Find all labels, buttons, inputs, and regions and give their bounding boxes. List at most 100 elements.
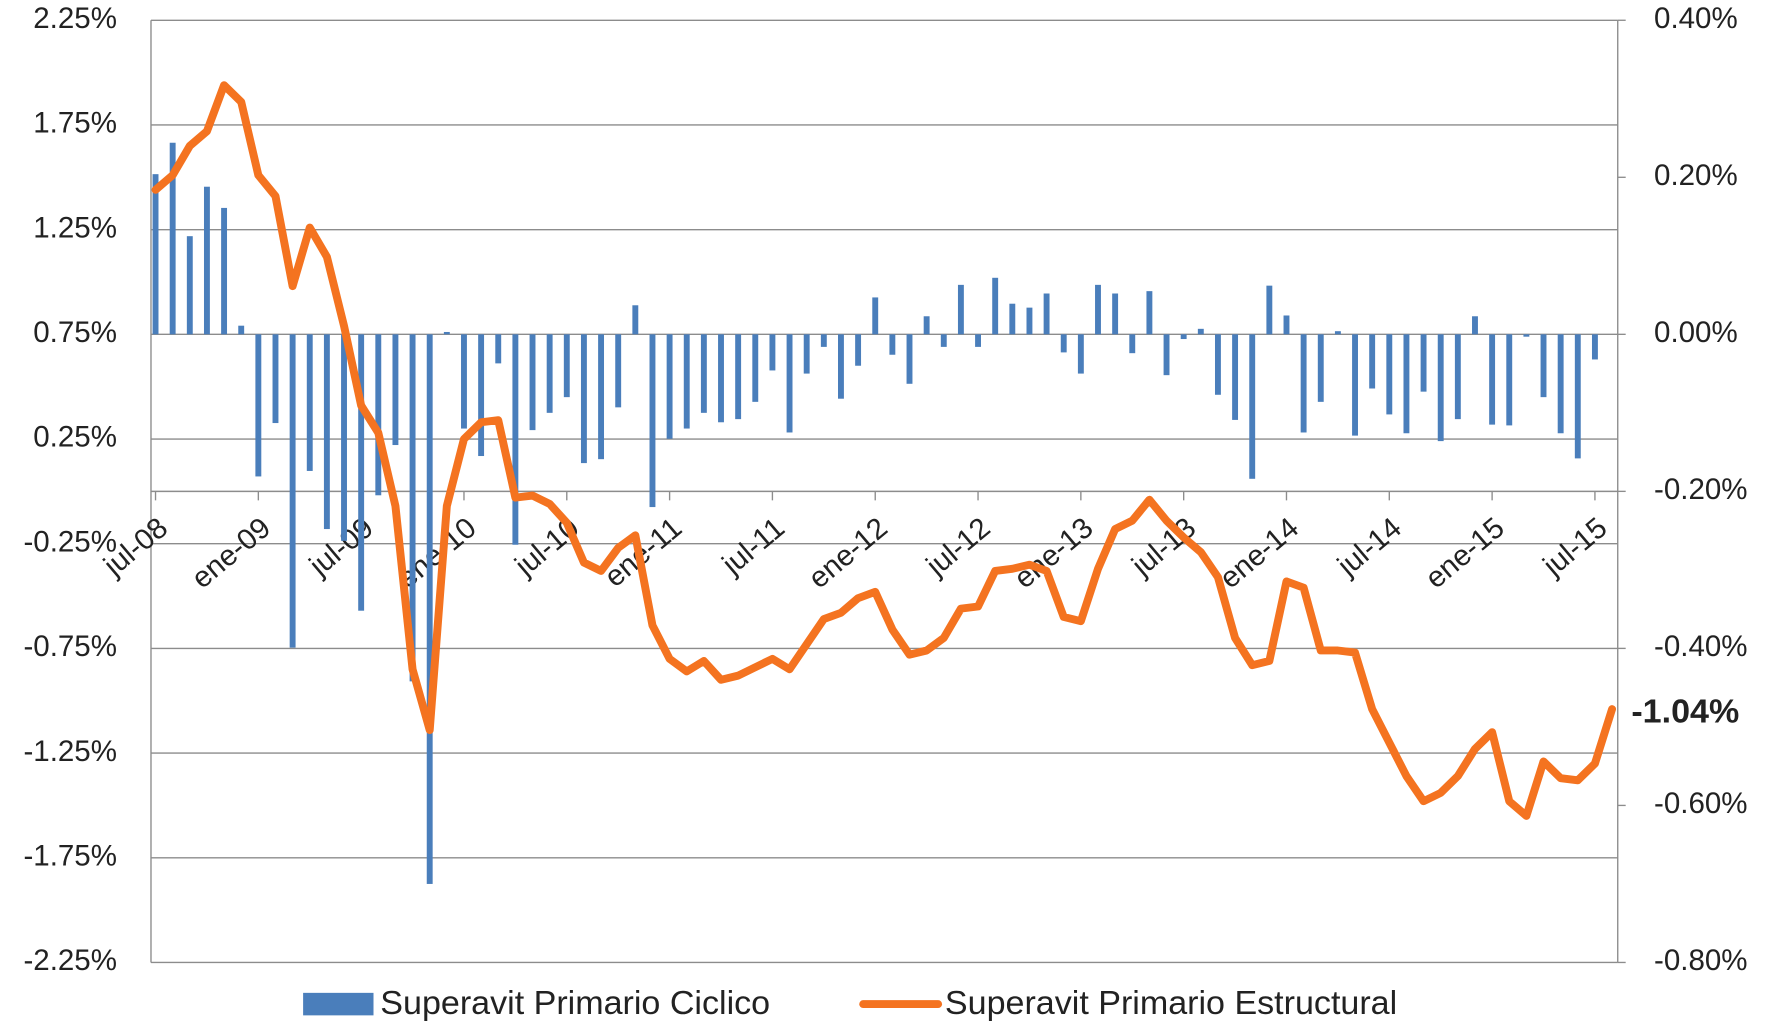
bar	[838, 334, 844, 399]
bar	[169, 142, 176, 335]
bar	[1112, 293, 1119, 335]
y-tick-label: -1.25%	[23, 735, 116, 768]
bar	[546, 334, 553, 413]
y-tick-label: 2.25%	[33, 2, 117, 35]
bar	[1129, 334, 1136, 354]
x-tick-label: jul-11	[715, 511, 791, 581]
bar	[803, 334, 810, 374]
bar	[975, 334, 981, 347]
bar	[632, 305, 639, 335]
bar	[238, 325, 245, 335]
y-tick-label: 1.25%	[33, 211, 117, 244]
bar	[392, 334, 399, 446]
bar	[940, 334, 947, 347]
bar	[1369, 334, 1376, 389]
bar	[495, 334, 502, 364]
line	[151, 81, 1617, 820]
bar	[461, 334, 467, 429]
bar	[152, 174, 159, 335]
bar	[1197, 328, 1204, 335]
bar	[221, 207, 228, 335]
y-tick-label: -1.75%	[23, 840, 116, 873]
bar	[1300, 334, 1307, 433]
y2-tick-label: 0.40%	[1654, 2, 1738, 35]
y-tick-label: -0.25%	[23, 526, 116, 559]
y2-tick-label: -0.40%	[1654, 630, 1747, 663]
bar	[1420, 334, 1427, 392]
y2-tick-label: -0.60%	[1654, 787, 1747, 820]
bar	[906, 334, 913, 384]
bar	[375, 334, 382, 496]
bar	[323, 334, 330, 530]
bar	[1557, 334, 1564, 434]
y2-tick-label: 0.20%	[1654, 159, 1738, 192]
bar	[820, 334, 827, 347]
bar	[1437, 334, 1444, 442]
bar	[872, 297, 879, 335]
bar	[1214, 334, 1221, 395]
y2-tick-label: -0.80%	[1654, 944, 1747, 977]
bar	[1540, 334, 1547, 398]
bar	[889, 334, 896, 355]
y-tick-label: 1.75%	[33, 107, 117, 140]
bar	[735, 334, 742, 420]
bar	[272, 334, 279, 424]
bar	[409, 334, 416, 682]
bar	[1472, 316, 1478, 335]
y-tick-label: 0.75%	[33, 316, 117, 349]
bar	[1060, 334, 1067, 353]
bar	[1009, 303, 1016, 335]
bar	[1232, 334, 1239, 420]
x-tick-label: ene-09	[185, 511, 277, 595]
bar	[957, 284, 964, 335]
y-tick-label: 0.25%	[33, 421, 117, 454]
bar	[1095, 284, 1101, 335]
y-tick-label: -2.25%	[23, 944, 116, 977]
bar	[1317, 334, 1324, 402]
bar	[478, 334, 485, 457]
x-tick-label: ene-12	[802, 511, 894, 595]
bar	[1043, 293, 1050, 335]
bar	[1180, 334, 1187, 340]
bar	[512, 334, 519, 545]
bar	[1334, 331, 1341, 335]
bar	[255, 334, 262, 477]
y2-tick-label: 0.00%	[1654, 316, 1738, 349]
y2-tick-label: -0.20%	[1654, 473, 1747, 506]
bar	[923, 316, 930, 335]
bar	[1489, 334, 1496, 425]
bar	[1352, 334, 1358, 436]
legend-label: Superavit Primario Ciclico	[380, 984, 770, 1022]
bar	[992, 277, 999, 335]
bar	[700, 334, 707, 413]
bar	[752, 334, 759, 402]
bar	[1283, 315, 1290, 335]
bar	[683, 334, 690, 429]
bar	[786, 334, 793, 433]
x-tick-label: jul-14	[1331, 511, 1408, 583]
bar	[1574, 334, 1581, 459]
bar	[615, 334, 622, 408]
bar	[426, 334, 433, 884]
x-tick-label: ene-15	[1419, 511, 1511, 595]
bar	[1249, 334, 1256, 479]
bar	[649, 334, 656, 508]
x-tick-label: jul-15	[1536, 511, 1613, 583]
bar	[1386, 334, 1393, 415]
legend-label: Superavit Primario Estructural	[945, 984, 1397, 1022]
bar	[1523, 334, 1530, 337]
bar	[1506, 334, 1513, 426]
legend-swatch	[303, 992, 374, 1016]
bar	[598, 334, 605, 460]
bar	[1266, 285, 1273, 335]
bar	[1026, 307, 1033, 335]
bar	[563, 334, 570, 398]
data-label: -1.04%	[1631, 693, 1739, 731]
bar	[718, 334, 724, 423]
bar	[1454, 334, 1461, 420]
bar	[1591, 334, 1598, 360]
bar	[289, 334, 296, 648]
bar	[186, 236, 193, 335]
